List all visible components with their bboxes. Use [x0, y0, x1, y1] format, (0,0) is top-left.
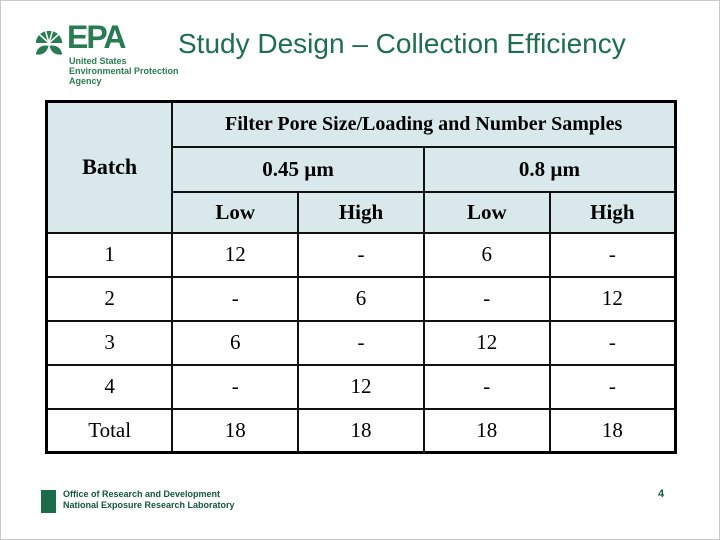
value-cell: 6: [422, 231, 551, 278]
agency-line-1: United States: [69, 56, 127, 66]
table-row: 2 - 6 - 12: [45, 275, 677, 322]
level-header-low-045: Low: [171, 190, 300, 234]
value-cell: -: [548, 363, 677, 410]
value-cell: -: [548, 231, 677, 278]
value-cell: -: [422, 275, 551, 322]
sample-design-table: Batch Filter Pore Size/Loading and Numbe…: [45, 100, 677, 454]
value-cell: -: [548, 319, 677, 366]
total-label-cell: Total: [45, 407, 174, 454]
epa-flower-icon: [35, 29, 63, 55]
value-cell: -: [171, 363, 300, 410]
value-cell: 12: [297, 363, 425, 410]
level-header-high-045: High: [297, 190, 425, 234]
footer-line-1: Office of Research and Development: [63, 489, 221, 499]
footer-accent-square: [41, 490, 56, 513]
level-header-high-08: High: [548, 190, 677, 234]
value-cell: 6: [171, 319, 300, 366]
total-value-cell: 18: [422, 407, 551, 454]
value-cell: 12: [171, 231, 300, 278]
slide-title: Study Design – Collection Efficiency: [178, 28, 626, 59]
batch-cell: 2: [45, 275, 174, 322]
value-cell: 12: [422, 319, 551, 366]
epa-logo: EPA United States Environmental Protecti…: [31, 19, 191, 86]
agency-line-2: Environmental Protection: [69, 66, 179, 76]
value-cell: -: [297, 319, 425, 366]
page-number: 4: [657, 488, 665, 500]
table-row: 1 12 - 6 -: [45, 231, 677, 278]
value-cell: 12: [548, 275, 677, 322]
table-row: 4 - 12 - -: [45, 363, 677, 410]
value-cell: 6: [297, 275, 425, 322]
total-value-cell: 18: [171, 407, 300, 454]
epa-wordmark: EPA: [67, 19, 126, 55]
batch-cell: 1: [45, 231, 174, 278]
total-value-cell: 18: [548, 407, 677, 454]
value-cell: -: [422, 363, 551, 410]
value-cell: -: [171, 275, 300, 322]
total-value-cell: 18: [297, 407, 425, 454]
batch-header-cell: Batch: [45, 100, 174, 234]
group-header-cell: Filter Pore Size/Loading and Number Samp…: [171, 100, 677, 148]
footer-line-2: National Exposure Research Laboratory: [63, 500, 235, 510]
batch-cell: 3: [45, 319, 174, 366]
pore-size-045-cell: 0.45 µm: [171, 145, 425, 193]
pore-size-08-cell: 0.8 µm: [422, 145, 677, 193]
agency-line-3: Agency: [69, 76, 102, 86]
batch-cell: 4: [45, 363, 174, 410]
level-header-low-08: Low: [422, 190, 551, 234]
table-row: 3 6 - 12 -: [45, 319, 677, 366]
value-cell: -: [297, 231, 425, 278]
table-row-total: Total 18 18 18 18: [45, 407, 677, 454]
